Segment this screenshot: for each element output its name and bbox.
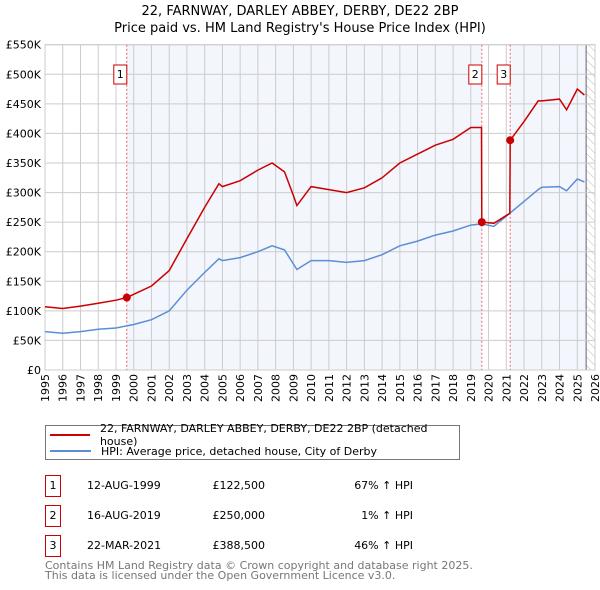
x-tick-label: 2023 — [536, 374, 549, 402]
x-tick-label: 2022 — [518, 374, 531, 402]
y-tick-label: £150K — [6, 275, 42, 288]
x-tick-label: 2016 — [412, 374, 425, 402]
y-tick-label: £450K — [6, 98, 42, 111]
x-tick-label: 2025 — [571, 374, 584, 402]
x-tick-label: 1998 — [92, 374, 105, 402]
x-tick-label: 2014 — [376, 374, 389, 402]
x-tick-label: 2007 — [252, 374, 265, 402]
sale-date: 16-AUG-2019 — [87, 509, 161, 522]
legend: 22, FARNWAY, DARLEY ABBEY, DERBY, DE22 2… — [45, 422, 460, 460]
sale-point — [506, 136, 515, 145]
y-tick-label: £350K — [6, 157, 42, 170]
chart-title: 22, FARNWAY, DARLEY ABBEY, DERBY, DE22 2… — [141, 4, 459, 19]
y-tick-label: £400K — [6, 127, 42, 140]
plot-border — [44, 44, 596, 371]
sale-price: £250,000 — [212, 509, 266, 522]
sale-hpi: 46% ↑ HPI — [354, 539, 413, 552]
x-tick-label: 1995 — [39, 374, 52, 402]
x-tick-label: 2010 — [305, 374, 318, 402]
y-tick-label: £500K — [6, 68, 42, 81]
sale-price: £122,500 — [212, 479, 266, 492]
legend-line-red — [50, 434, 90, 436]
sale-marker-label: 2 — [472, 68, 479, 81]
y-tick-label: £250K — [6, 216, 42, 229]
legend-line-blue — [50, 450, 91, 452]
footer-licence: This data is licensed under the Open Gov… — [45, 569, 396, 582]
sale-number-badge: 1 — [45, 475, 61, 497]
x-tick-label: 1996 — [57, 374, 70, 402]
sale-marker-box — [468, 64, 483, 85]
price-line — [44, 87, 585, 310]
sale-marker-box — [496, 64, 511, 85]
x-tick-label: 2011 — [323, 374, 336, 402]
y-tick-label: £200K — [6, 246, 42, 259]
y-tick-label: £50K — [13, 334, 42, 347]
x-tick-label: 2004 — [199, 374, 212, 402]
legend-item-property: 22, FARNWAY, DARLEY ABBEY, DERBY, DE22 2… — [50, 422, 459, 448]
x-tick-label: 2009 — [287, 374, 300, 402]
hpi-line — [44, 178, 585, 335]
sale-date: 22-MAR-2021 — [87, 539, 162, 552]
plot-area: 1995 1996 1997 1998 1999 2000 2001 2002 2003 2004… — [6, 39, 600, 402]
legend-label: 22, FARNWAY, DARLEY ABBEY, DERBY, DE22 2… — [99, 422, 428, 448]
legend-item-hpi: HPI: Average price, detached house, City… — [50, 443, 377, 459]
footer-copyright: Contains HM Land Registry data © Crown c… — [45, 559, 473, 572]
x-tick-label: 2013 — [358, 374, 371, 402]
sale-marker-label: 1 — [117, 68, 124, 81]
x-tick-label: 1999 — [110, 374, 123, 402]
legend-label: HPI: Average price, detached house, City… — [101, 444, 378, 458]
x-tick-label: 1997 — [74, 374, 87, 402]
sale-hpi: 1% ↑ HPI — [361, 509, 413, 522]
forecast-hatch — [586, 44, 595, 370]
y-tick-label: £100K — [6, 305, 42, 318]
y-tick-label: £550K — [6, 39, 42, 52]
x-tick-label: 2012 — [341, 374, 354, 402]
x-tick-label: 2015 — [394, 374, 407, 402]
sale-marker-label: 3 — [500, 68, 507, 81]
x-tick-label: 2017 — [429, 374, 442, 402]
x-tick-label: 2001 — [145, 374, 158, 402]
x-tick-label: 2018 — [447, 374, 460, 402]
x-tick-label: 2024 — [554, 374, 567, 402]
chart-subtitle: Price paid vs. HM Land Registry's House … — [114, 21, 486, 36]
shaded-period — [510, 44, 587, 370]
x-tick-label: 2002 — [163, 374, 176, 402]
x-tick-label: 2000 — [128, 374, 141, 402]
y-tick-label: £0 — [27, 364, 41, 377]
sale-marker-box — [113, 64, 128, 85]
sale-date: 12-AUG-1999 — [87, 479, 161, 492]
sale-number-badge: 3 — [45, 535, 61, 557]
x-tick-label: 2021 — [500, 374, 513, 402]
x-tick-label: 2008 — [270, 374, 283, 402]
x-tick-label: 2006 — [234, 374, 247, 402]
sale-point — [477, 218, 486, 227]
sale-hpi: 67% ↑ HPI — [354, 479, 413, 492]
x-tick-label: 2005 — [216, 374, 229, 402]
y-tick-label: £300K — [6, 187, 42, 200]
x-tick-label: 2003 — [181, 374, 194, 402]
x-tick-label: 2019 — [465, 374, 478, 402]
shaded-period — [126, 44, 482, 370]
sale-point — [122, 293, 131, 302]
x-tick-label: 2026 — [589, 374, 600, 402]
sale-price: £388,500 — [212, 539, 266, 552]
sale-number-badge: 2 — [45, 505, 61, 527]
x-tick-label: 2020 — [483, 374, 496, 402]
